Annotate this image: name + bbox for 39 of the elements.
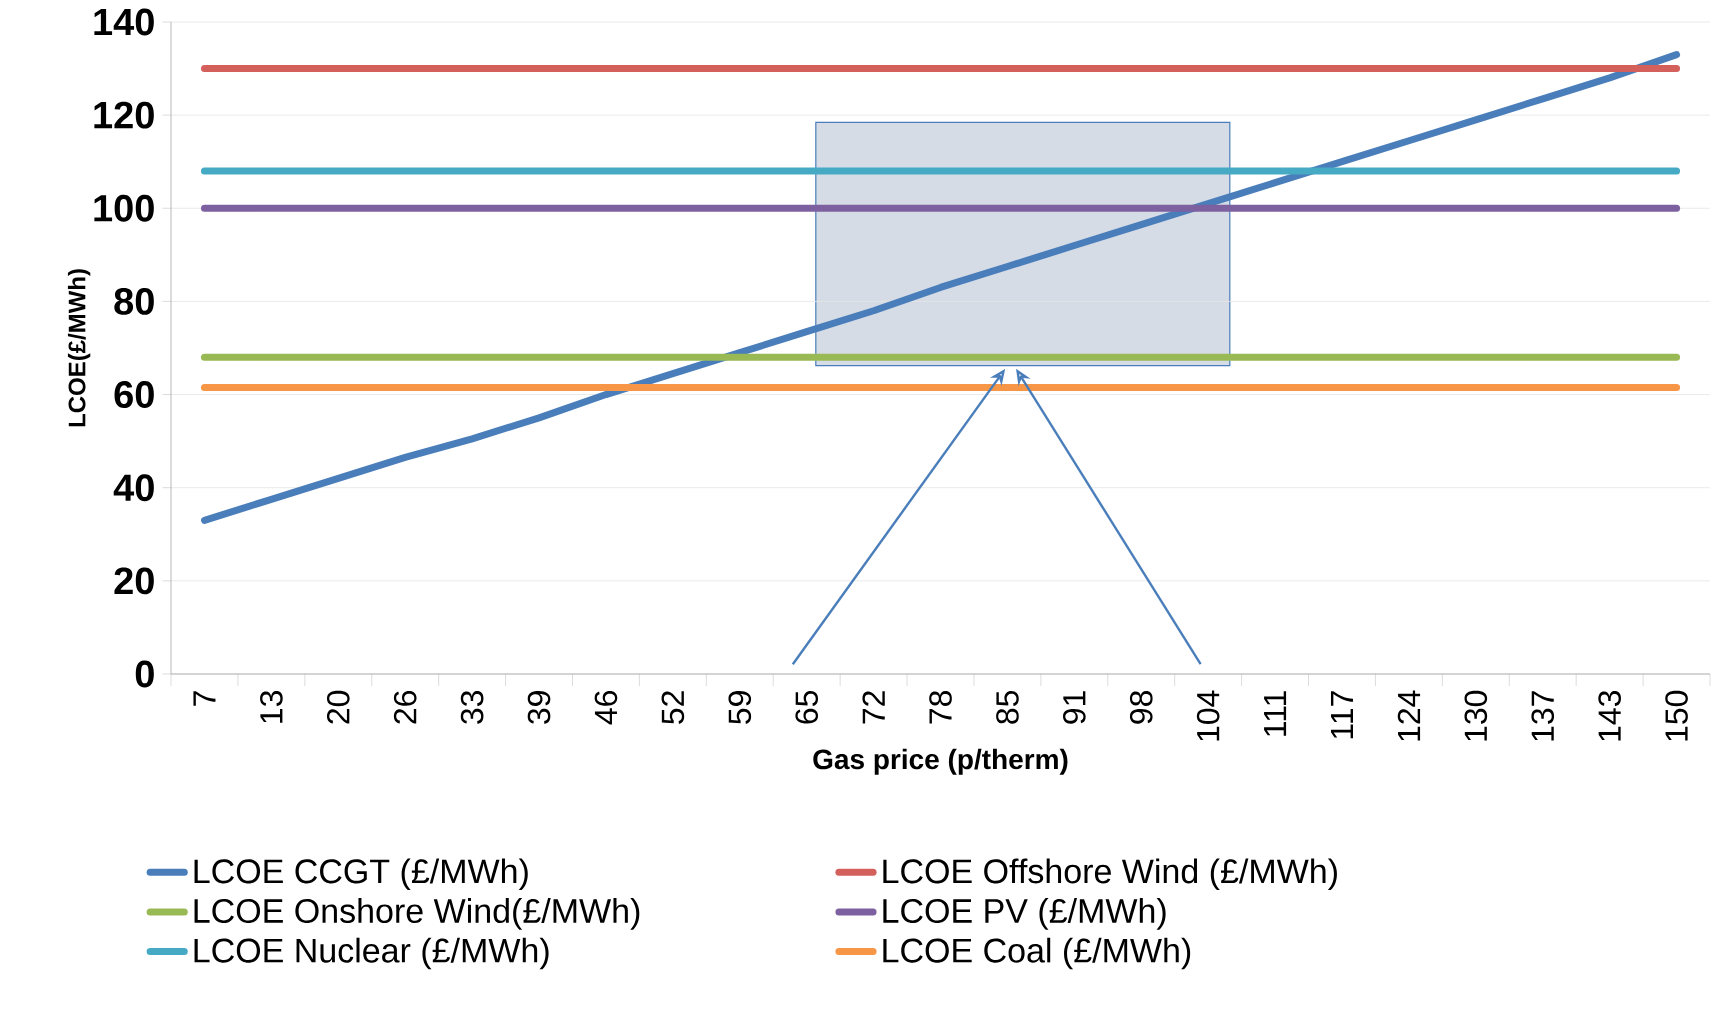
legend-label: LCOE Nuclear (£/MWh): [194, 937, 549, 970]
x-tick-label: 20: [326, 690, 350, 724]
x-tick-label: 130: [1464, 690, 1488, 741]
x-tick-label: 117: [1330, 691, 1353, 739]
x-tick-label: 98: [1129, 690, 1153, 724]
legend-label: LCOE CCGT (£/MWh): [194, 858, 528, 891]
legend-label: LCOE Coal (£/MWh): [883, 937, 1191, 970]
y-tick-label: 20: [114, 567, 154, 595]
y-tick-label: 80: [114, 287, 154, 315]
y-tick-label: 60: [114, 381, 154, 409]
x-tick-label: 78: [929, 690, 952, 724]
y-axis-title: LCOE(£/MWh): [67, 269, 91, 427]
x-tick-label: 59: [728, 691, 752, 724]
x-tick-label: 39: [527, 691, 551, 724]
x-tick-label: 33: [460, 691, 484, 724]
x-tick-label: 13: [260, 691, 283, 723]
x-tick-label: 7: [193, 691, 216, 706]
x-tick-label: 46: [594, 691, 618, 725]
x-tick-label: 150: [1665, 690, 1688, 741]
x-tick-label: 52: [661, 691, 685, 724]
y-tick-label: 100: [94, 194, 154, 222]
x-tick-label: 65: [795, 690, 819, 724]
x-tick-label: 72: [862, 691, 885, 724]
legend-label: LCOE PV (£/MWh): [883, 898, 1166, 930]
x-tick-label: 91: [1063, 691, 1086, 724]
x-tick-label: 143: [1598, 691, 1621, 741]
x-axis-title: Gas price (p/therm): [813, 748, 1068, 775]
x-tick-label: 26: [393, 691, 417, 724]
legend-label: LCOE Offshore Wind (£/MWh): [883, 858, 1337, 891]
y-tick-label: 140: [94, 8, 154, 36]
y-tick-label: 0: [135, 660, 154, 688]
x-tick-label: 124: [1397, 690, 1421, 741]
legend-label: LCOE Onshore Wind(£/MWh): [194, 898, 640, 930]
x-tick-label: 137: [1531, 691, 1555, 741]
x-tick-label: 111: [1264, 691, 1287, 736]
y-tick-label: 40: [113, 474, 154, 502]
y-tick-label: 120: [94, 101, 154, 129]
x-tick-label: 104: [1196, 690, 1220, 741]
x-tick-label: 85: [996, 690, 1019, 724]
